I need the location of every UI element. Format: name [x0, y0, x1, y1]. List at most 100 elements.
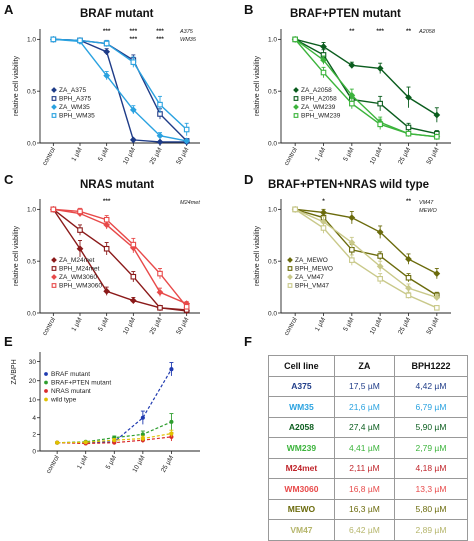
- data-point: [157, 101, 163, 108]
- series-line: [52, 208, 187, 311]
- annotation-m24met: M24met: [180, 200, 200, 206]
- data-point: [157, 305, 163, 311]
- data-point: [433, 270, 441, 277]
- data-point: [433, 111, 441, 119]
- data-point: [55, 440, 60, 445]
- series-bph-wm35: [50, 36, 190, 136]
- x-tick-label: 10 µM: [369, 147, 384, 166]
- data-point: [129, 136, 137, 144]
- table-cell-za: 17,5 µM: [333, 375, 395, 397]
- series-line: [53, 208, 188, 308]
- legend-marker: [51, 283, 57, 288]
- data-point: [320, 225, 327, 231]
- series-line: [294, 208, 438, 296]
- chart-c: 0.0 0.5 1.0 relative cell viability control 1…: [13, 198, 200, 337]
- y-axis-label: relative cell viability: [254, 226, 261, 286]
- data-point: [348, 214, 356, 222]
- annotation-a2058: A2058: [418, 29, 436, 35]
- x-tick-label: 50 µM: [425, 147, 440, 166]
- data-point: [320, 69, 327, 76]
- y-axis-label: relative cell viability: [13, 56, 20, 116]
- legend-label: BPH_A375: [59, 96, 92, 103]
- significance-mark: ***: [376, 28, 384, 35]
- data-point: [112, 438, 117, 443]
- legend-label: ZA_A2058: [301, 87, 332, 94]
- legend-marker: [51, 104, 57, 110]
- y-tick-label: 4: [32, 415, 36, 422]
- legend-label: ZA_M24met: [59, 257, 95, 264]
- series-za-vm47: [291, 205, 441, 301]
- legend-marker: [293, 113, 299, 118]
- series-wild-type: [55, 429, 174, 445]
- series-line: [294, 208, 438, 309]
- data-point: [349, 100, 355, 107]
- data-point: [169, 419, 174, 424]
- series-line: [294, 38, 437, 138]
- data-point: [156, 132, 164, 140]
- data-point: [377, 253, 383, 259]
- x-tick-label: 5 µM: [105, 455, 118, 471]
- legend-label: BRAF+PTEN mutant: [51, 380, 111, 387]
- table-cell-bph: 5,80 µM: [393, 498, 469, 520]
- y-tick-label: 0.5: [27, 88, 36, 95]
- data-point: [377, 121, 383, 128]
- table-cell-bph: 4,42 µM: [393, 375, 469, 397]
- table-row: A375 17,5 µM 4,42 µM: [268, 375, 469, 397]
- legend-marker: [51, 274, 57, 280]
- ic50-table: Cell line ZA BPH1222 A375 17,5 µM 4,42 µM W…: [268, 355, 469, 541]
- y-tick-label: 0.5: [268, 88, 277, 95]
- series-line: [53, 208, 187, 305]
- y-axis-label: ZA/BPH: [11, 359, 18, 384]
- legend-marker: [293, 87, 299, 93]
- legend-label: BPH_WM239: [301, 113, 341, 120]
- table-cell-line: WM35: [268, 396, 335, 418]
- data-point: [103, 72, 111, 80]
- y-tick-label: 1.0: [27, 207, 36, 214]
- data-point: [140, 415, 145, 420]
- x-tick-label: control: [45, 454, 61, 475]
- panel-title-c: NRAS mutant: [80, 179, 154, 191]
- data-point: [129, 106, 137, 114]
- data-point: [140, 432, 145, 437]
- y-tick-label: 0.5: [27, 258, 36, 265]
- x-tick-label: 10 µM: [122, 147, 137, 166]
- table-row: M24met 2,11 µM 4,18 µM: [268, 457, 469, 479]
- x-tick-label: 50 µM: [425, 317, 440, 336]
- legend-label: BPH_A2058: [301, 96, 337, 103]
- table-cell-za: 4,41 µM: [333, 437, 395, 459]
- y-axis-label: relative cell viability: [254, 56, 261, 116]
- data-point: [434, 133, 440, 140]
- significance-mark: **: [349, 28, 355, 35]
- data-point: [77, 227, 83, 233]
- data-point: [103, 245, 110, 252]
- table-cell-za: 21,6 µM: [333, 396, 395, 418]
- x-tick-label: 10 µM: [369, 317, 384, 336]
- y-tick-label: 20: [29, 378, 37, 385]
- panel-letter-c: C: [4, 172, 14, 187]
- chart-a: 0.0 0.5 1.0 relative cell viability control 1…: [13, 28, 200, 167]
- significance-mark: ***: [103, 28, 111, 35]
- legend-label: ZA_A375: [59, 87, 86, 94]
- legend-label: ZA_MEWO: [295, 257, 328, 264]
- x-tick-label: 5 µM: [97, 147, 110, 163]
- significance-mark: ***: [156, 28, 164, 35]
- data-point: [77, 37, 83, 44]
- panel-letter-e: E: [4, 334, 13, 349]
- x-tick-label: 10 µM: [122, 317, 137, 336]
- table-row: WM35 21,6 µM 6,79 µM: [268, 396, 469, 418]
- y-tick-label: 2: [32, 432, 36, 439]
- panel-title-b: BRAF+PTEN mutant: [290, 8, 401, 20]
- data-point: [103, 216, 110, 223]
- data-point: [103, 48, 111, 56]
- data-point: [405, 124, 412, 131]
- panel-letter-b: B: [244, 2, 253, 17]
- y-tick-label: 1.0: [268, 37, 277, 44]
- significance-mark: ***: [156, 36, 164, 43]
- data-point: [377, 100, 383, 107]
- data-point: [292, 36, 298, 43]
- series-line: [53, 38, 188, 131]
- data-point: [434, 305, 440, 311]
- panel-title-a: BRAF mutant: [80, 8, 154, 20]
- data-point: [183, 137, 191, 145]
